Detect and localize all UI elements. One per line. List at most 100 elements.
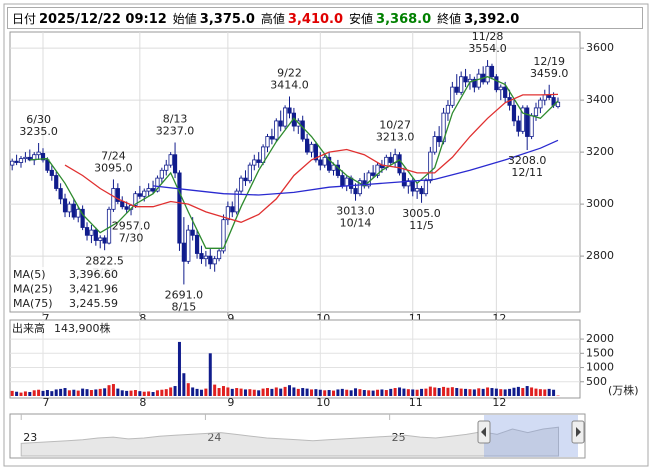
candle-body [67, 203, 72, 213]
annotation-value: 3095.0 [94, 161, 133, 174]
volume-bar [45, 390, 49, 396]
volume-bar [380, 389, 384, 396]
volume-bar [433, 387, 437, 396]
annotation-date: 10/14 [340, 217, 372, 230]
volume-bar [481, 388, 485, 396]
volume-bar [107, 385, 111, 396]
candle-body [177, 172, 182, 244]
volume-bar [147, 391, 151, 396]
candle-body [318, 159, 323, 166]
candle-body [234, 190, 239, 213]
annotation-value: 3459.0 [530, 67, 569, 80]
candle-body [120, 201, 125, 208]
candle-body [322, 156, 327, 166]
volume-bar [459, 388, 463, 396]
volume-bar [54, 389, 58, 396]
candle-body [432, 136, 437, 153]
volume-bar [327, 390, 331, 396]
volume-bar [37, 389, 41, 396]
header-label: 始値 [172, 12, 197, 26]
x-tick-label: 10 [316, 396, 330, 409]
candle-body [62, 198, 68, 213]
volume-bar [508, 388, 512, 396]
candle-body [208, 255, 213, 265]
volume-bar [376, 389, 380, 396]
header-value: 3,410.0 [287, 12, 344, 27]
volume-bar [204, 388, 208, 396]
volume-bar [362, 390, 366, 396]
x-tick-label: 24 [207, 431, 221, 444]
candle-body [98, 237, 103, 241]
ma-line [64, 93, 559, 223]
candle-body [476, 73, 481, 88]
volume-bar [270, 388, 274, 396]
volume-bar [10, 390, 14, 396]
volume-bar [477, 388, 481, 396]
x-tick-label: 12 [492, 396, 506, 409]
volume-bar [371, 390, 375, 396]
candle-body [186, 229, 191, 262]
candle-body [300, 120, 305, 140]
candle-body [538, 99, 543, 109]
volume-bar [133, 390, 137, 396]
volume-bar [332, 390, 336, 396]
annotation-value: 3237.0 [156, 124, 195, 137]
volume-bar [85, 389, 89, 396]
candle-body [23, 156, 28, 160]
candle-body [181, 242, 186, 262]
candle-body [340, 175, 345, 187]
candle-body [278, 120, 283, 127]
candle-body [256, 159, 261, 163]
volume-bar [525, 386, 529, 396]
handle-arrow [481, 427, 486, 437]
candle-body [401, 172, 407, 187]
annotation-date: 9/22 [277, 66, 302, 79]
y-tick-label: 1000 [586, 361, 614, 374]
volume-bar [402, 388, 406, 396]
volume-bar [191, 387, 195, 396]
candle-body [516, 120, 521, 132]
annotation-value: 3554.0 [468, 42, 507, 55]
volume-bar [420, 388, 424, 396]
candle-body [115, 188, 120, 202]
volume-bar [323, 390, 327, 396]
volume-bar [142, 391, 146, 396]
annotation-date: 6/30 [26, 113, 51, 126]
candle-body [529, 115, 534, 137]
volume-bar [98, 388, 102, 396]
volume-bar [547, 388, 551, 396]
volume-bar [221, 386, 225, 396]
volume-bar [534, 388, 538, 396]
volume-bar [398, 387, 402, 396]
volume-bar [226, 387, 230, 396]
candle-body [309, 143, 314, 153]
candle-body [89, 229, 94, 236]
volume-bar [292, 387, 296, 396]
candle-body [525, 107, 530, 137]
volume-bar [94, 389, 98, 396]
y-tick-label: 3200 [586, 145, 614, 158]
volume-bar [67, 390, 71, 396]
legend-value: 3,421.96 [69, 283, 118, 296]
header-label: 安値 [349, 12, 374, 26]
volume-bar [230, 388, 234, 396]
volume-bar [428, 386, 432, 396]
candle-body [445, 104, 451, 114]
annotation-value: 2822.5 [85, 254, 124, 267]
candle-body [498, 86, 503, 91]
candle-body [111, 188, 116, 210]
candle-body [555, 101, 561, 108]
candle-body [58, 188, 63, 200]
candle-body [397, 154, 402, 174]
volume-bar [301, 388, 305, 396]
annotation-value: 3414.0 [270, 78, 309, 91]
candle-body [159, 169, 164, 179]
candle-body [472, 78, 477, 88]
volume-bar [503, 389, 507, 396]
candle-body [542, 94, 547, 101]
volume-bar [208, 353, 212, 396]
candle-body [80, 208, 85, 228]
volume-bar [129, 390, 133, 396]
ma-line [153, 139, 559, 196]
volume-bar [336, 389, 340, 396]
